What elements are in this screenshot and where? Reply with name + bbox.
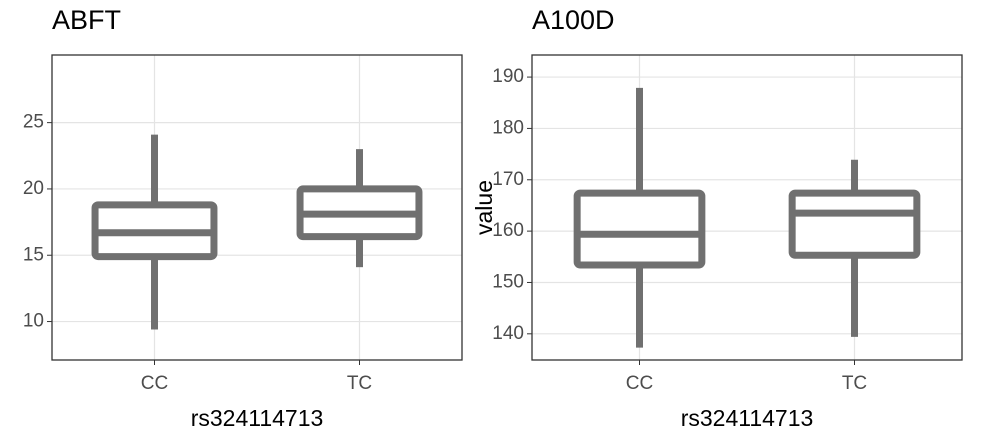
- box: [573, 189, 706, 269]
- x-tick-label: TC: [347, 373, 372, 394]
- x-tick-label: CC: [141, 373, 168, 394]
- y-tick-label: 160: [492, 220, 524, 241]
- x-axis-title: rs324114713: [191, 405, 324, 431]
- y-tick-label: 10: [23, 311, 44, 332]
- y-tick-label: 140: [492, 323, 524, 344]
- x-tick-label: TC: [842, 373, 867, 394]
- y-tick-label: 15: [23, 244, 44, 265]
- chart-title: A100D: [532, 5, 615, 35]
- chart-title: ABFT: [52, 5, 121, 35]
- y-tick-label: 170: [492, 169, 524, 190]
- plot-border: [531, 54, 963, 361]
- y-axis-title: value: [471, 180, 497, 235]
- x-axis-title: rs324114713: [681, 405, 814, 431]
- box: [788, 189, 921, 259]
- y-tick-label: 20: [23, 178, 44, 199]
- plot-border: [51, 54, 463, 361]
- y-tick-label: 25: [23, 112, 44, 133]
- y-tick-label: 150: [492, 271, 524, 292]
- x-tick-label: CC: [626, 373, 653, 394]
- y-tick-label: 190: [492, 66, 524, 87]
- y-tick-label: 180: [492, 117, 524, 138]
